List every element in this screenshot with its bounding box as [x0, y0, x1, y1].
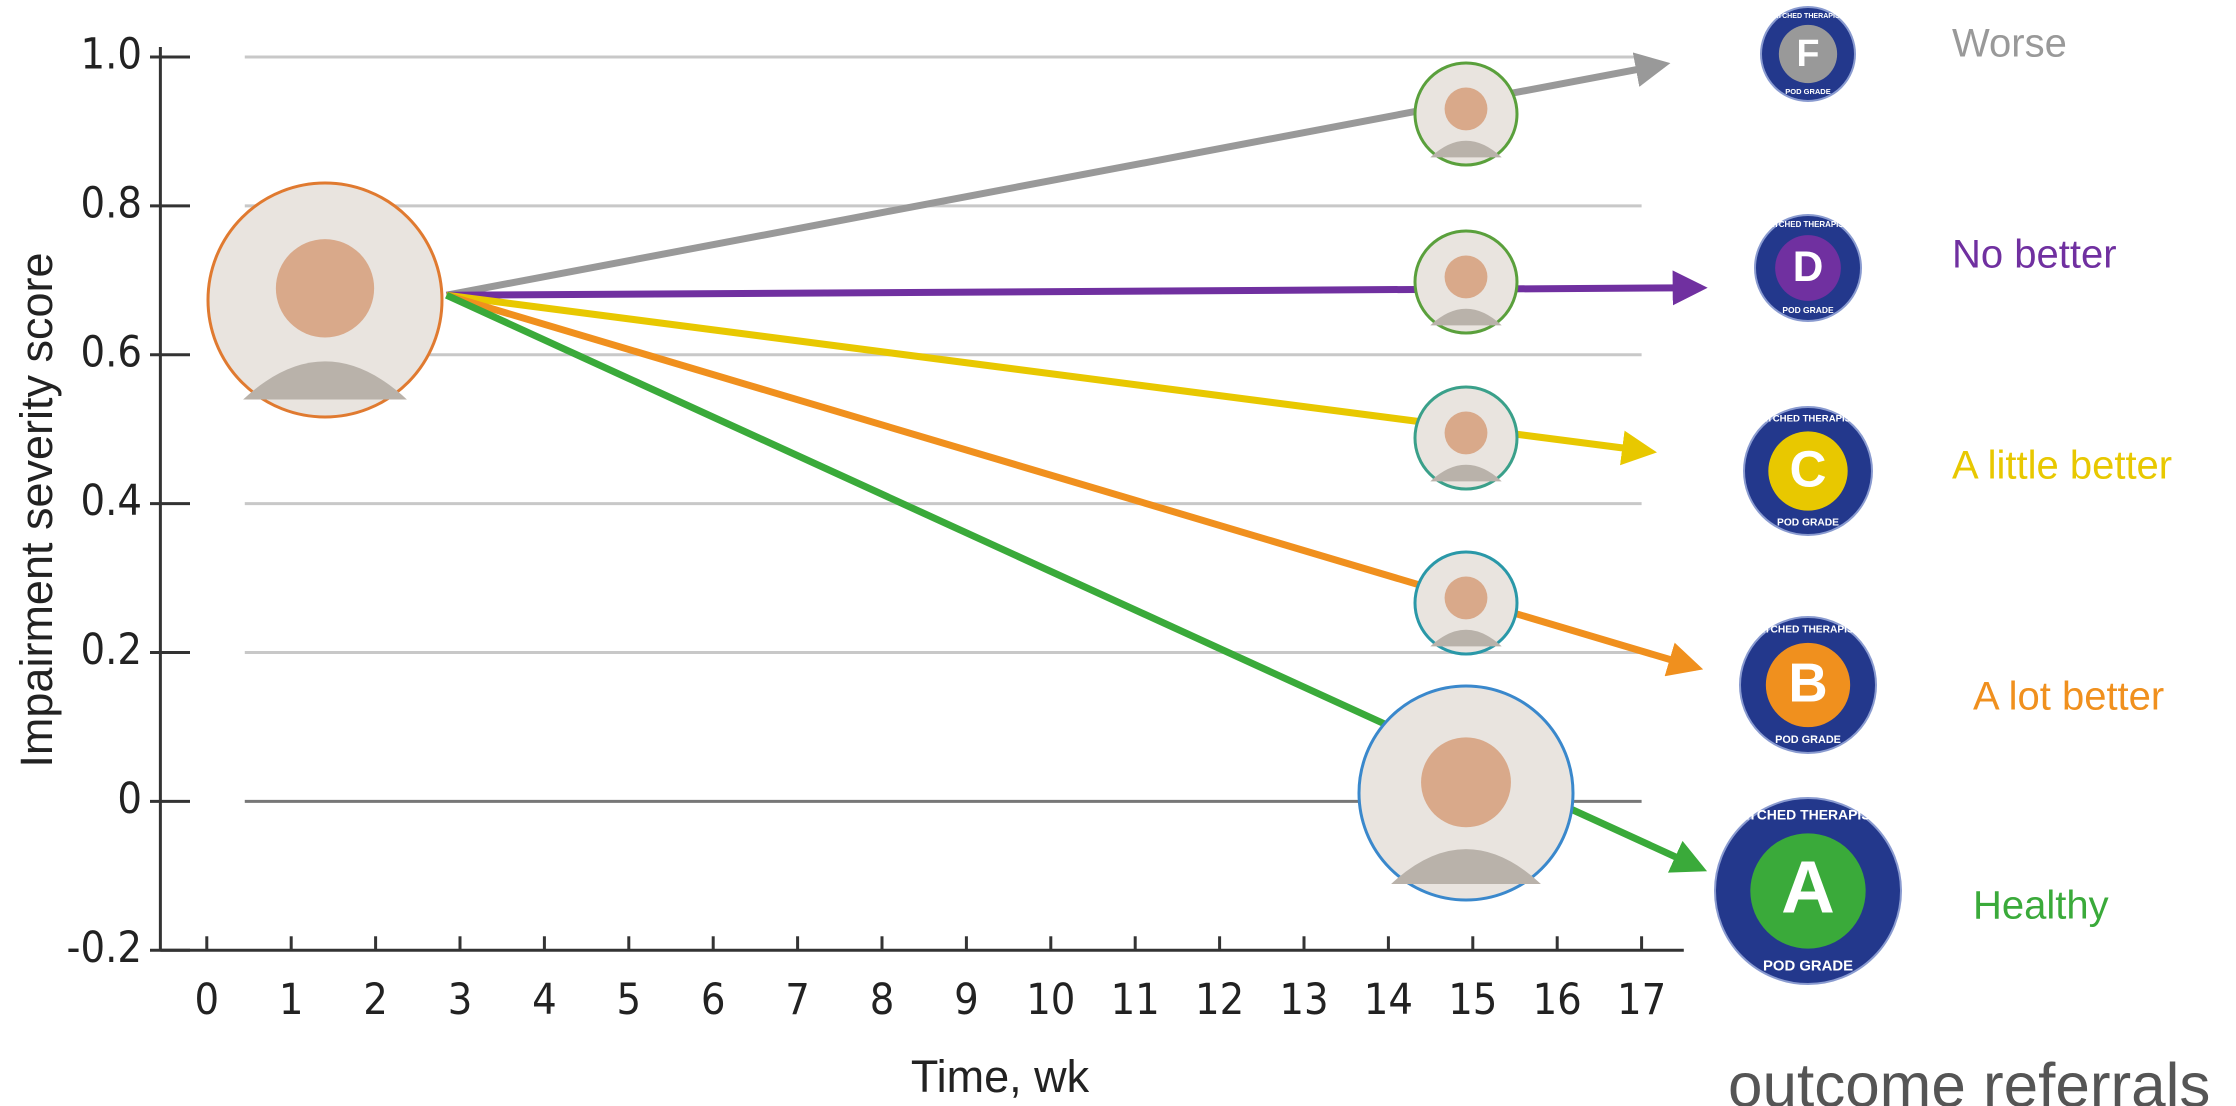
badge-bottom: POD GRADE — [1785, 87, 1831, 96]
badge-top: MATCHED THERAPISTS — [1749, 625, 1867, 636]
x-tick-label: 11 — [1111, 975, 1160, 1025]
badge-top: MATCHED THERAPISTS — [1762, 220, 1854, 229]
x-tick-label: 2 — [363, 975, 388, 1025]
badge-center — [1775, 235, 1841, 301]
badge-top: MATCHED THERAPISTS — [1728, 806, 1889, 822]
badge-center — [1750, 833, 1866, 949]
x-tick-label: 0 — [194, 975, 219, 1025]
badge-top: MATCHED THERAPISTS — [1753, 414, 1864, 425]
badge-center — [1765, 642, 1851, 728]
x-tick-label: 12 — [1195, 975, 1244, 1025]
badge-grade: D — [1793, 243, 1824, 290]
badge-grade: B — [1788, 652, 1827, 713]
x-tick-label: 5 — [616, 975, 641, 1025]
x-tick-label: 8 — [870, 975, 895, 1025]
legend-label: Healthy — [1973, 884, 2109, 928]
photo-body — [1430, 308, 1502, 326]
badge-center — [1778, 24, 1838, 84]
legend-label: No better — [1952, 233, 2117, 277]
photo-face — [1444, 576, 1488, 620]
badge-bottom: POD GRADE — [1782, 305, 1834, 315]
badge-grade: F — [1797, 32, 1820, 74]
y-tick-label: 0.2 — [81, 625, 143, 675]
x-tick-label: 3 — [448, 975, 473, 1025]
y-axis-title: Impairment severity score — [11, 252, 62, 767]
y-tick-label: 0.8 — [81, 178, 143, 228]
legend-label: Worse — [1952, 22, 2067, 66]
x-tick-label: 16 — [1533, 975, 1582, 1025]
y-tick-label: 0 — [117, 774, 142, 824]
x-tick-label: 9 — [954, 975, 979, 1025]
logo: outcome referrals — [1728, 1051, 2210, 1106]
legend-label: A little better — [1952, 444, 2172, 488]
photo-body — [1430, 140, 1502, 158]
photo-face — [1444, 411, 1488, 455]
photo-body — [1430, 629, 1502, 647]
x-tick-label: 13 — [1279, 975, 1328, 1025]
x-tick-label: 14 — [1364, 975, 1413, 1025]
y-tick-label: 1.0 — [81, 30, 143, 80]
y-tick-label: 0.4 — [81, 476, 143, 526]
photo-body — [243, 361, 407, 400]
x-tick-label: 17 — [1617, 975, 1666, 1025]
badge-bottom: POD GRADE — [1777, 518, 1839, 529]
badge-center — [1768, 431, 1848, 511]
photo-face — [1421, 737, 1511, 828]
badge-top: MATCHED THERAPISTS — [1767, 13, 1849, 20]
photo-face — [1444, 87, 1488, 131]
x-tick-label: 15 — [1448, 975, 1497, 1025]
badge-grade: C — [1790, 441, 1827, 498]
x-tick-label: 4 — [532, 975, 557, 1025]
x-tick-label: 1 — [279, 975, 304, 1025]
x-tick-label: 6 — [701, 975, 726, 1025]
legend-label: A lot better — [1973, 675, 2164, 719]
x-tick-label: 10 — [1026, 975, 1075, 1025]
y-tick-label: -0.2 — [67, 923, 142, 973]
badge-grade: A — [1781, 846, 1835, 929]
x-axis-title: Time, wk — [911, 1051, 1090, 1102]
photo-face — [275, 239, 375, 338]
photo-body — [1391, 849, 1541, 884]
photo-face — [1444, 255, 1488, 299]
photo-body — [1430, 464, 1502, 482]
x-tick-label: 7 — [785, 975, 810, 1025]
badge-bottom: POD GRADE — [1763, 958, 1853, 974]
badge-bottom: POD GRADE — [1775, 734, 1841, 746]
y-tick-label: 0.6 — [81, 327, 143, 377]
